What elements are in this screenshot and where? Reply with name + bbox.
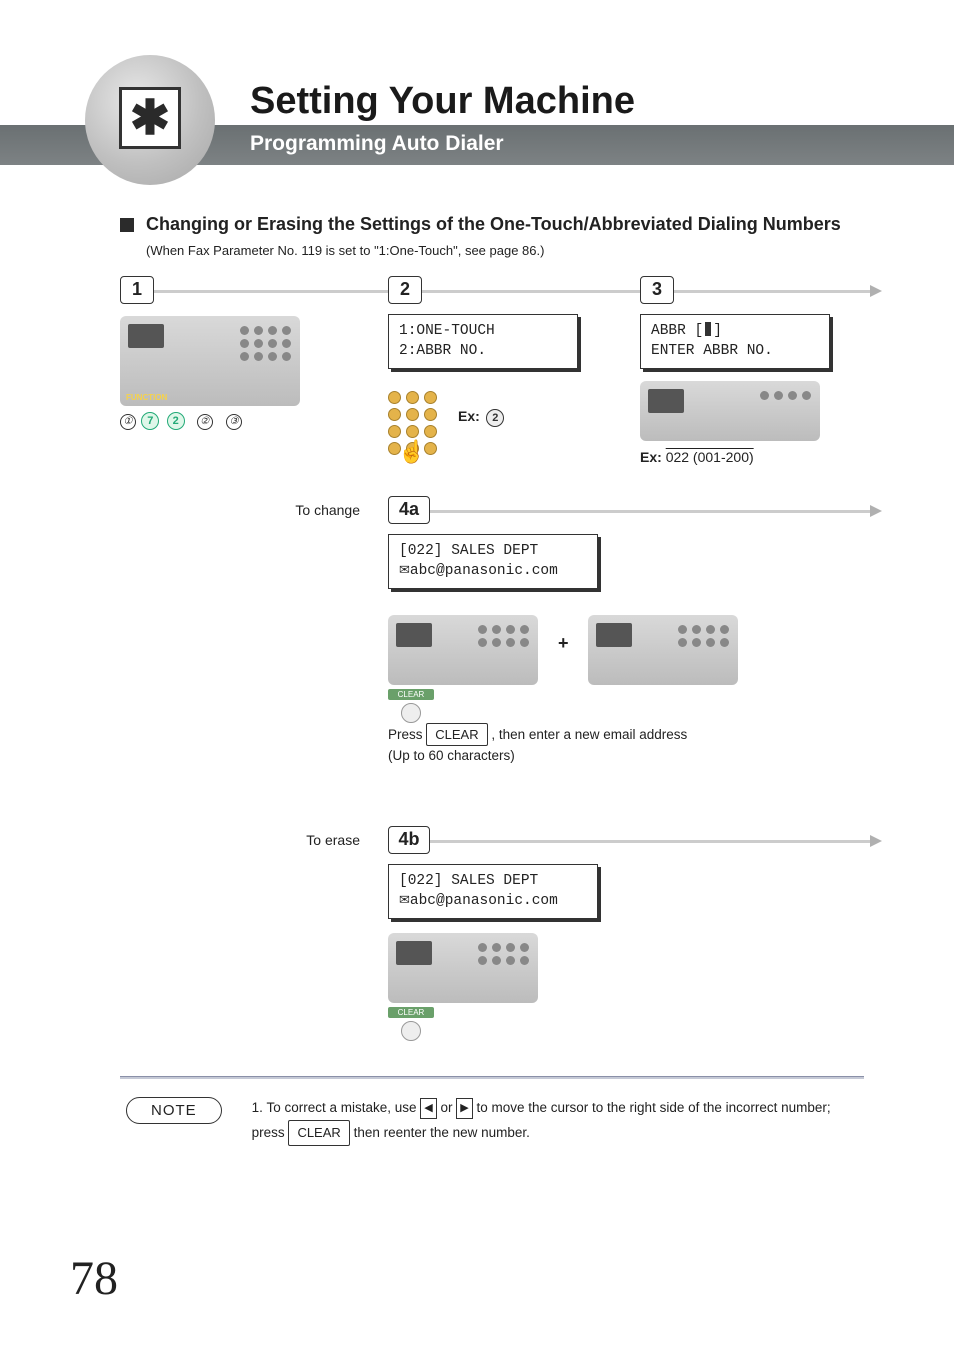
step-2-lcd-line1: 1:ONE-TOUCH <box>399 321 567 341</box>
step-3-lcd-line1: ABBR [] <box>651 321 819 341</box>
step-4b: 4b [022] SALES DEPT ✉abc@panasonic.com C… <box>388 826 858 1041</box>
step-4a-lcd-line1: [022] SALES DEPT <box>399 541 587 561</box>
star-icon-glyph: ✱ <box>130 90 170 146</box>
step-4b-row: To erase 4b [022] SALES DEPT ✉abc@panaso… <box>120 826 864 1046</box>
mail-icon: ✉ <box>399 892 410 907</box>
step-4a-row: To change 4a [022] SALES DEPT ✉abc@panas… <box>120 496 864 796</box>
step-2-lcd: 1:ONE-TOUCH 2:ABBR NO. <box>388 314 578 369</box>
note-body: 1. To correct a mistake, use ◀ or ▶ to m… <box>252 1097 854 1146</box>
step-2-lcd-line2: 2:ABBR NO. <box>399 341 567 361</box>
function-label: FUNCTION <box>126 393 167 402</box>
step-4a: 4a [022] SALES DEPT ✉abc@panasonic.com C… <box>388 496 858 766</box>
step-3-lcd: ABBR [] ENTER ABBR NO. <box>640 314 830 369</box>
flow-arrow-tip-4b-icon <box>870 835 882 847</box>
step-3: 3 ABBR [] ENTER ABBR NO. Ex: 022 (001-20… <box>640 276 880 465</box>
page-number: 78 <box>70 1251 118 1306</box>
machine-illustration-small <box>640 381 820 441</box>
note-mid: or <box>440 1100 456 1115</box>
step-4b-number: 4b <box>388 826 430 854</box>
step-4a-lcd-line2: ✉abc@panasonic.com <box>399 561 587 581</box>
roman-2-icon: ② <box>197 414 213 430</box>
page-title: Setting Your Machine <box>250 80 635 123</box>
machine-4b: CLEAR <box>388 933 858 1041</box>
left-arrow-icon: ◀ <box>420 1098 436 1119</box>
green-2-icon: 2 <box>167 412 185 430</box>
step-2: 2 1:ONE-TOUCH 2:ABBR NO. ☝ Ex: 2 <box>388 276 618 455</box>
clear-button-illustration-4b: CLEAR <box>388 1007 434 1041</box>
section-bullet-icon <box>120 218 134 232</box>
step-3-ex-value: 022 (001-200) <box>666 449 754 465</box>
right-arrow-icon: ▶ <box>456 1098 472 1119</box>
note-divider <box>120 1076 864 1079</box>
step-1: 1 FUNCTION ① 7 2 ② ③ <box>120 276 350 430</box>
keypad-illustration: ☝ <box>388 391 444 455</box>
step-2-ex-value-icon: 2 <box>486 409 504 427</box>
step-4b-side-label: To erase <box>120 832 370 848</box>
header-star-icon: ✱ <box>119 87 181 149</box>
roman-3-icon: ③ <box>226 414 242 430</box>
page-header: ✱ Setting Your Machine Programming Auto … <box>0 0 954 180</box>
plus-icon: + <box>558 633 569 654</box>
machine-4a-left: CLEAR <box>388 603 538 723</box>
step-2-ex-label: Ex: <box>458 408 480 424</box>
step-3-lcd-line2: ENTER ABBR NO. <box>651 341 819 361</box>
step-3-ex-label: Ex: <box>640 449 662 465</box>
step-4b-lcd-line1: [022] SALES DEPT <box>399 871 587 891</box>
page-subtitle: Programming Auto Dialer <box>250 132 504 156</box>
step-4a-instruction: Press CLEAR , then enter a new email add… <box>388 723 858 767</box>
step-4a-number: 4a <box>388 496 430 524</box>
machine-4a-right <box>588 603 738 685</box>
step-row-123: 1 FUNCTION ① 7 2 ② ③ 2 <box>120 276 864 476</box>
section-subnote: (When Fax Parameter No. 119 is set to "1… <box>146 243 864 258</box>
header-disc: ✱ <box>85 55 215 185</box>
note-clear-key: CLEAR <box>288 1120 349 1146</box>
note-label: NOTE <box>126 1097 222 1124</box>
step-4a-lcd: [022] SALES DEPT ✉abc@panasonic.com <box>388 534 598 589</box>
hand-pointer-icon: ☝ <box>398 439 425 465</box>
content-area: Changing or Erasing the Settings of the … <box>0 180 954 1146</box>
note-end: then reenter the new number. <box>354 1125 530 1140</box>
step-4b-lcd: [022] SALES DEPT ✉abc@panasonic.com <box>388 864 598 919</box>
section-heading-row: Changing or Erasing the Settings of the … <box>120 214 864 235</box>
step-2-number: 2 <box>388 276 422 304</box>
clear-button-illustration: CLEAR <box>388 689 434 723</box>
machine-dots-icon <box>760 391 812 400</box>
note-pre: 1. To correct a mistake, use <box>252 1100 421 1115</box>
machine-dots-icon <box>240 326 292 361</box>
flow-arrow-tip-4a-icon <box>870 505 882 517</box>
green-7-icon: 7 <box>141 412 159 430</box>
step-1-number: 1 <box>120 276 154 304</box>
clear-key-icon: CLEAR <box>426 723 487 747</box>
section-title: Changing or Erasing the Settings of the … <box>146 214 841 235</box>
instr-pre: Press <box>388 727 426 742</box>
step-3-number: 3 <box>640 276 674 304</box>
instr-post: , then enter a new email address <box>491 727 687 742</box>
note-row: NOTE 1. To correct a mistake, use ◀ or ▶… <box>120 1097 864 1146</box>
machine-illustration: FUNCTION <box>120 316 300 406</box>
roman-1-icon: ① <box>120 414 136 430</box>
instr-line2: (Up to 60 characters) <box>388 748 515 763</box>
step-4b-lcd-line2: ✉abc@panasonic.com <box>399 891 587 911</box>
mail-icon: ✉ <box>399 562 410 577</box>
step-4a-side-label: To change <box>120 502 370 518</box>
